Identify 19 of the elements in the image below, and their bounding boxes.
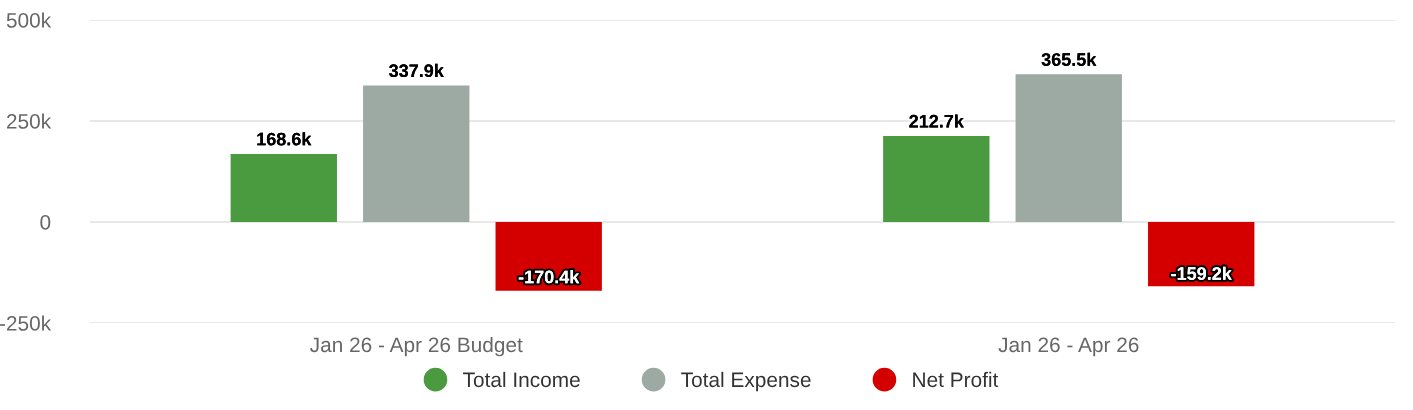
y-tick-label: 500k: [6, 12, 52, 28]
bar: [883, 136, 990, 222]
bar: [363, 85, 470, 222]
y-tick-label: 0: [40, 215, 51, 230]
bar: [230, 153, 337, 222]
data-label: 212.7k: [909, 114, 964, 128]
y-tick-label: -250k: [0, 315, 52, 331]
data-label: 337.9k: [389, 63, 444, 78]
x-tick-label: Jan 26 - Apr 26: [998, 337, 1139, 357]
x-tick-label: Jan 26 - Apr 26 Budget: [310, 336, 523, 357]
legend-label: Total Income: [463, 371, 580, 388]
bar: [1015, 74, 1122, 222]
legend-label: Net Profit: [913, 371, 999, 388]
y-tick-label: 250k: [6, 113, 52, 129]
data-label: -170.4k: [518, 270, 580, 284]
legend-label: Total Expense: [681, 371, 811, 392]
data-label: 168.6k: [257, 132, 312, 146]
data-label: -159.2k: [1171, 266, 1232, 280]
data-label: 365.5k: [1041, 52, 1097, 66]
